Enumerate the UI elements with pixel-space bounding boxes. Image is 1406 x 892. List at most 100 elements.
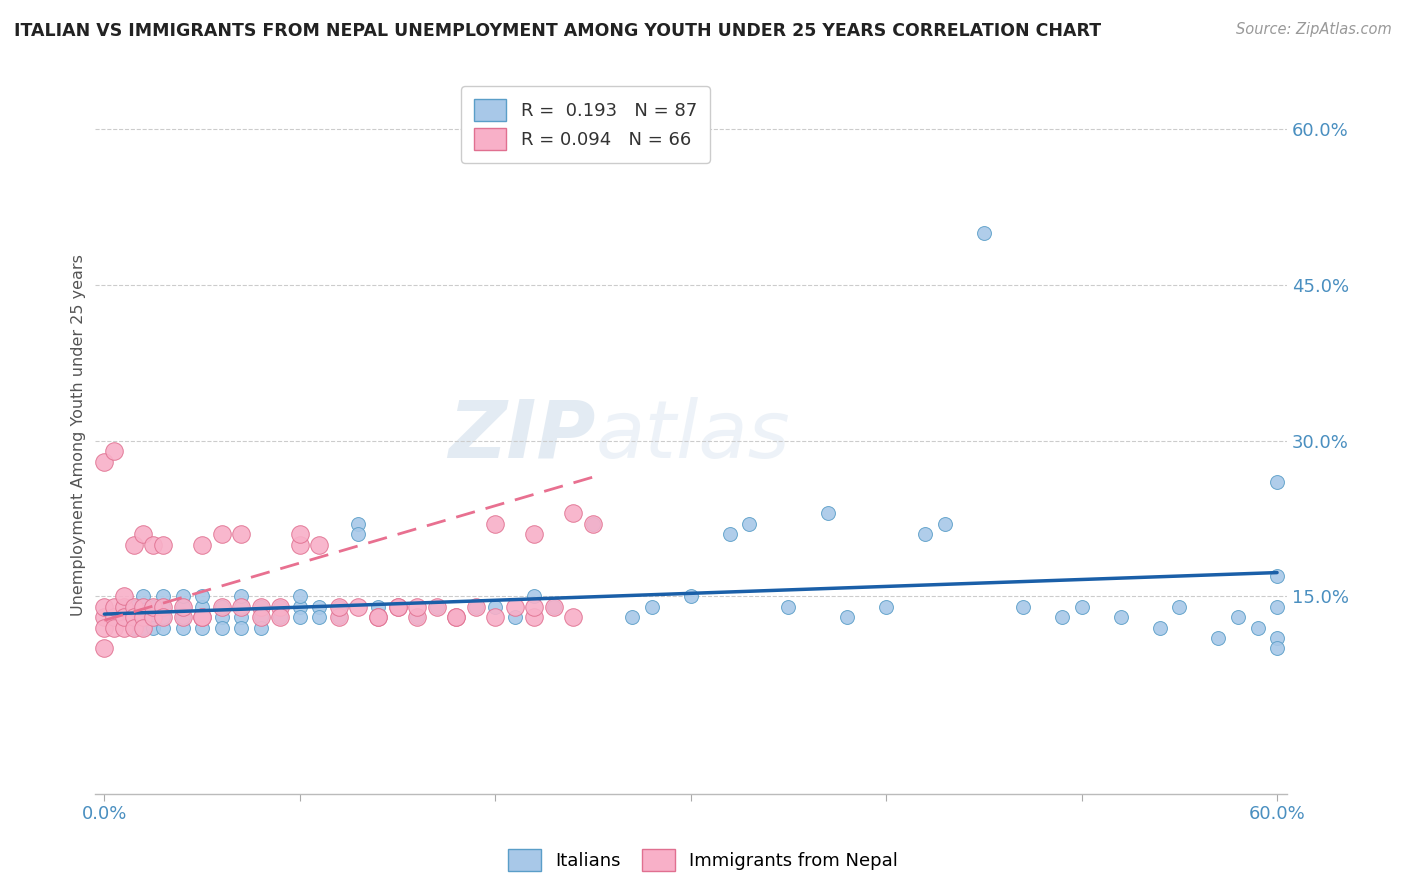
Point [875,599,897,614]
Point [328,610,350,624]
Point [621,610,644,624]
Point [211,527,233,541]
Point [122,621,145,635]
Point [122,610,145,624]
Point [112,610,135,624]
Point [1265,631,1288,645]
Point [152,590,174,604]
Point [367,610,389,624]
Point [152,599,174,614]
Point [112,621,135,635]
Point [93,641,115,656]
Point [152,610,174,624]
Point [288,590,311,604]
Point [562,610,585,624]
Point [132,610,155,624]
Point [444,610,467,624]
Point [1208,631,1230,645]
Point [484,610,506,624]
Point [191,610,214,624]
Point [406,599,429,614]
Point [817,507,839,521]
Text: Source: ZipAtlas.com: Source: ZipAtlas.com [1236,22,1392,37]
Point [444,610,467,624]
Point [211,599,233,614]
Point [112,610,135,624]
Point [1265,568,1288,582]
Point [523,527,546,541]
Point [112,590,135,604]
Point [269,610,291,624]
Point [172,599,194,614]
Point [1109,610,1132,624]
Point [231,590,253,604]
Point [1246,621,1268,635]
Point [103,444,125,458]
Point [152,537,174,551]
Point [347,527,370,541]
Point [679,590,702,604]
Point [211,621,233,635]
Point [718,527,741,541]
Point [191,610,214,624]
Point [191,599,214,614]
Point [1149,621,1171,635]
Point [172,610,194,624]
Point [288,610,311,624]
Point [1226,610,1249,624]
Point [543,599,565,614]
Point [112,599,135,614]
Point [191,621,214,635]
Point [152,610,174,624]
Point [211,599,233,614]
Text: ZIP: ZIP [449,397,595,475]
Point [231,527,253,541]
Point [93,621,115,635]
Point [543,599,565,614]
Point [778,599,800,614]
Point [503,599,526,614]
Point [152,610,174,624]
Point [1168,599,1191,614]
Point [269,599,291,614]
Point [582,516,605,531]
Point [387,599,409,614]
Point [308,599,330,614]
Point [738,516,761,531]
Text: atlas: atlas [595,397,790,475]
Legend: Italians, Immigrants from Nepal: Italians, Immigrants from Nepal [501,842,905,879]
Point [464,599,486,614]
Point [122,599,145,614]
Point [934,516,956,531]
Point [387,599,409,614]
Point [406,610,429,624]
Point [1265,475,1288,490]
Point [1070,599,1092,614]
Point [328,610,350,624]
Point [93,454,115,468]
Point [191,590,214,604]
Point [231,621,253,635]
Point [231,599,253,614]
Point [444,610,467,624]
Point [308,610,330,624]
Point [93,599,115,614]
Point [269,599,291,614]
Point [367,599,389,614]
Point [172,610,194,624]
Point [142,621,165,635]
Point [112,599,135,614]
Point [582,516,605,531]
Point [1012,599,1035,614]
Point [122,621,145,635]
Point [484,599,506,614]
Point [249,599,271,614]
Point [142,610,165,624]
Point [249,621,271,635]
Point [288,537,311,551]
Point [103,621,125,635]
Point [103,610,125,624]
Point [562,507,585,521]
Point [152,599,174,614]
Point [269,610,291,624]
